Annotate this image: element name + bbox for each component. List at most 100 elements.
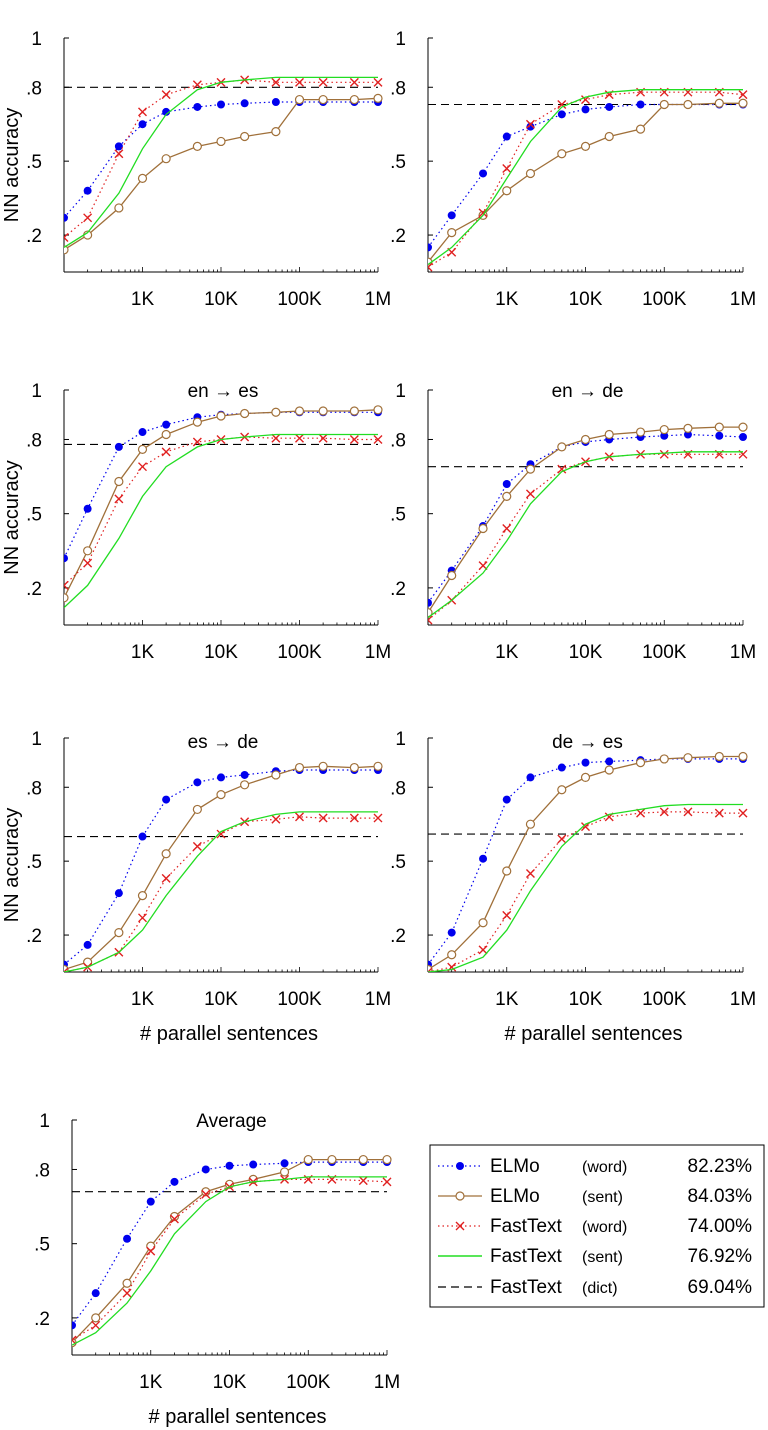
panel-4-elmo-sent-point-8 — [604, 429, 614, 440]
panel-6-elmo-sent-point-4 — [502, 866, 512, 876]
panel-3-y-tick-label: 1 — [31, 381, 42, 402]
panel-6-x-axis-label: # parallel sentences — [505, 1023, 683, 1045]
panel-6-y-tick-label: .5 — [390, 852, 406, 873]
panel-1-elmo-sent-point-5 — [161, 154, 171, 164]
panel-5-elmo-sent-point-8 — [240, 780, 250, 790]
panel-7-ft-word-point-6 — [201, 1189, 211, 1199]
panel-3-y-tick-label: .2 — [26, 579, 42, 600]
panel-4-x-tick-label: 100K — [642, 642, 687, 663]
panel-1-x-tick-label: 1M — [365, 289, 391, 310]
panel-3-ft-word-line — [64, 436, 378, 586]
panel-1-elmo-sent-point-8 — [240, 131, 250, 142]
panel-2-elmo-sent-line — [428, 102, 743, 263]
panel-6-plot-area — [428, 751, 748, 972]
panel-5-ft-word-point-5 — [161, 873, 171, 883]
panel-6-x-tick-label: 100K — [642, 989, 687, 1010]
panel-5-y-axis-label: NN accuracy — [1, 808, 23, 922]
panel-6-ft-word-point-12 — [714, 808, 724, 818]
chart-panel-2: .2 .5 .8 1 1K 10K 100K 1M de → en — [390, 0, 756, 310]
panel-1-ft-word-point-6 — [192, 80, 202, 90]
panel-2-ft-word-line — [428, 91, 744, 268]
panel-6-elmo-word-point-4 — [502, 795, 511, 804]
panel-5-y-tick-label: .2 — [26, 926, 42, 947]
panel-5-elmo-sent-point-13 — [373, 761, 383, 771]
panel-6-ft-word-point-6 — [557, 834, 567, 844]
panel-5-x-tick-label: 10K — [204, 989, 238, 1010]
legend-model-ft-dict: FastText — [490, 1277, 563, 1298]
legend-mode-ft-dict: (dict) — [582, 1280, 618, 1297]
panel-2-elmo-word-point-9 — [636, 100, 645, 109]
panel-4-elmo-word-line — [428, 433, 744, 604]
legend: ELMo (word) 82.23% ELMo (sent) 84.03% Fa… — [429, 1144, 765, 1308]
panel-4-ft-word-point-10 — [659, 449, 669, 459]
panel-1-ft-sent-line — [64, 76, 378, 248]
panel-1-elmo-sent-line — [64, 97, 379, 251]
panel-2-elmo-sent-point-12 — [714, 98, 724, 108]
panel-4-elmo-sent-point-5 — [525, 464, 536, 474]
panel-2-x-tick-label: 1K — [495, 289, 519, 310]
panel-4-ft-word-point-3 — [478, 561, 488, 571]
legend-mode-ft-sent: (sent) — [582, 1249, 623, 1266]
panel-5-title: es → de — [188, 732, 259, 753]
panel-6-elmo-sent-point-6 — [557, 785, 567, 795]
panel-1-elmo-word-point-3 — [114, 142, 123, 151]
panel-2-elmo-word-line — [428, 103, 743, 248]
panel-6-elmo-sent-point-10 — [659, 754, 669, 764]
panel-5-x-tick-label: 1K — [131, 989, 155, 1010]
panel-1-elmo-sent-point-13 — [373, 93, 383, 103]
panel-7-ft-word-point-12 — [358, 1176, 368, 1186]
panel-7-elmo-sent-point-5 — [169, 1211, 180, 1222]
panel-2-elmo-word-point-7 — [581, 105, 590, 114]
panel-6-ft-word-line — [428, 811, 743, 972]
panel-2-elmo-sent-point-5 — [525, 168, 536, 179]
panel-4-plot-area — [428, 422, 748, 625]
panel-3-elmo-sent-point-13 — [373, 405, 383, 415]
chart-panel-4: .2 .5 .8 1 1K 10K 100K 1M en → de — [390, 381, 756, 663]
panel-6-elmo-sent-point-7 — [580, 772, 591, 783]
panel-5-ft-word-point-1 — [64, 967, 69, 972]
panel-3-ft-word-point-10 — [295, 433, 304, 443]
panel-7-x-tick-label: 1K — [139, 1372, 163, 1393]
panel-6-elmo-word-point-8 — [605, 757, 614, 766]
legend-model-ft-sent: FastText — [490, 1246, 563, 1267]
panel-7-elmo-word-point-8 — [249, 1160, 258, 1169]
legend-value-ft-dict: 69.04% — [688, 1277, 753, 1298]
panel-6-ft-word-point-3 — [478, 945, 488, 955]
panel-4-y-tick-label: .8 — [390, 430, 406, 451]
panel-2-ft-word-point-4 — [502, 164, 512, 174]
panel-3-x-tick-label: 1M — [365, 642, 391, 663]
panel-7-elmo-word-point-9 — [280, 1159, 289, 1168]
panel-4-y-tick-label: 1 — [395, 381, 406, 402]
panel-2-elmo-word-point-2 — [447, 211, 456, 220]
panel-3-y-tick-label: .5 — [26, 505, 42, 526]
panel-1-elmo-sent-point-3 — [114, 203, 124, 213]
panel-2-elmo-sent-point-6 — [557, 149, 567, 159]
panel-4-elmo-sent-point-6 — [557, 442, 567, 452]
panel-1-elmo-sent-point-4 — [137, 173, 148, 183]
panel-5-elmo-word-point-4 — [138, 832, 147, 841]
panel-3-x-tick-label: 100K — [277, 642, 322, 663]
panel-6-ft-sent-line — [428, 803, 743, 972]
panel-5-elmo-sent-point-10 — [294, 762, 305, 773]
panel-1-plot-area — [64, 75, 383, 255]
panel-5-x-axis-label: # parallel sentences — [140, 1023, 318, 1045]
panel-3-ft-word-point-1 — [64, 580, 69, 590]
panel-6-ft-word-point-13 — [738, 808, 748, 818]
panel-4-elmo-word-point-13 — [739, 433, 747, 441]
panel-3-ft-word-point-6 — [192, 437, 202, 447]
panel-7-elmo-sent-point-3 — [122, 1278, 132, 1288]
panel-5-elmo-word-point-6 — [193, 778, 202, 787]
panel-3-ft-word-point-9 — [271, 433, 281, 443]
panel-7-elmo-word-point-4 — [146, 1197, 155, 1206]
panel-1-y-axis-label: NN accuracy — [1, 108, 23, 222]
panel-5-ft-word-line — [64, 816, 378, 972]
panel-4-x-tick-label: 10K — [569, 642, 603, 663]
legend-entry-elmo-word: ELMo (word) 82.23% — [438, 1156, 752, 1177]
panel-5-ft-word-point-6 — [192, 841, 202, 851]
panel-3-y-tick-label: .8 — [26, 430, 42, 451]
panel-4-x-tick-label: 1K — [495, 642, 519, 663]
panel-7-elmo-sent-point-10 — [303, 1154, 313, 1165]
panel-7-ft-sent-line — [72, 1176, 387, 1346]
panel-1-x-tick-label: 10K — [204, 289, 238, 310]
panel-4-elmo-sent-point-4 — [502, 491, 512, 501]
